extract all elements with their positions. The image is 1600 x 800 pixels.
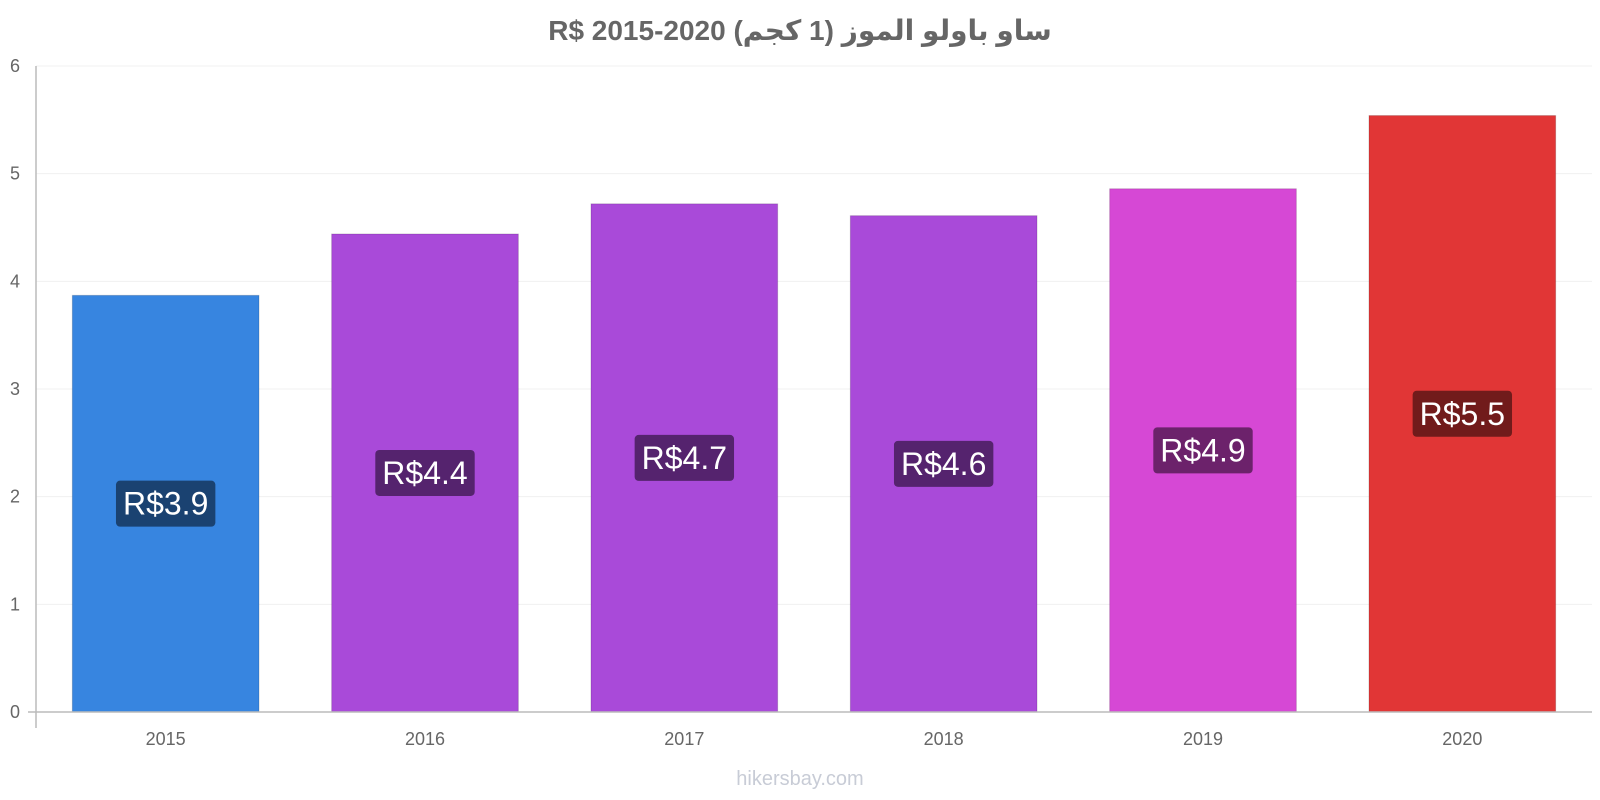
- data-label-background: [115, 480, 216, 527]
- y-tick-label: 6: [10, 56, 20, 76]
- y-tick-label: 0: [10, 702, 20, 722]
- y-tick-label: 5: [10, 164, 20, 184]
- x-tick-label: 2016: [405, 729, 445, 749]
- data-labels: R$3.9 R$4.4 R$4.7 R$4.6 R$4.9 R$5.5: [115, 390, 1513, 527]
- y-tick-label: 1: [10, 594, 20, 614]
- x-tick-label: 2020: [1442, 729, 1482, 749]
- x-tick-label: 2019: [1183, 729, 1223, 749]
- data-label-2020: R$5.5: [1420, 396, 1505, 432]
- x-tick-label: 2017: [664, 729, 704, 749]
- data-label-2018: R$4.6: [901, 446, 986, 482]
- data-label-2016: R$4.4: [382, 455, 467, 491]
- data-label-2019: R$4.9: [1160, 432, 1245, 468]
- bars: [71, 115, 1557, 713]
- axes: 0 1 2 3 4 5 6 2015 2016 2017 2018 2019 2020: [10, 56, 1592, 749]
- data-label-2015: R$3.9: [123, 486, 208, 522]
- grid-lines: [36, 65, 1592, 713]
- data-label-2017: R$4.7: [642, 440, 727, 476]
- chart-title: ساو باولو الموز (1 كجم) R$ 2015-2020: [548, 15, 1052, 46]
- y-tick-label: 3: [10, 379, 20, 399]
- y-tick-label: 2: [10, 487, 20, 507]
- data-label-background: [893, 440, 994, 487]
- data-label-background: [375, 449, 475, 496]
- x-tick-label: 2015: [146, 729, 186, 749]
- data-label-background: [1153, 427, 1253, 474]
- data-label-background: [634, 434, 735, 481]
- y-tick-label: 4: [10, 271, 20, 291]
- x-tick-label: 2018: [924, 729, 964, 749]
- watermark: hikersbay.com: [736, 768, 864, 790]
- data-label-background: [1412, 390, 1513, 437]
